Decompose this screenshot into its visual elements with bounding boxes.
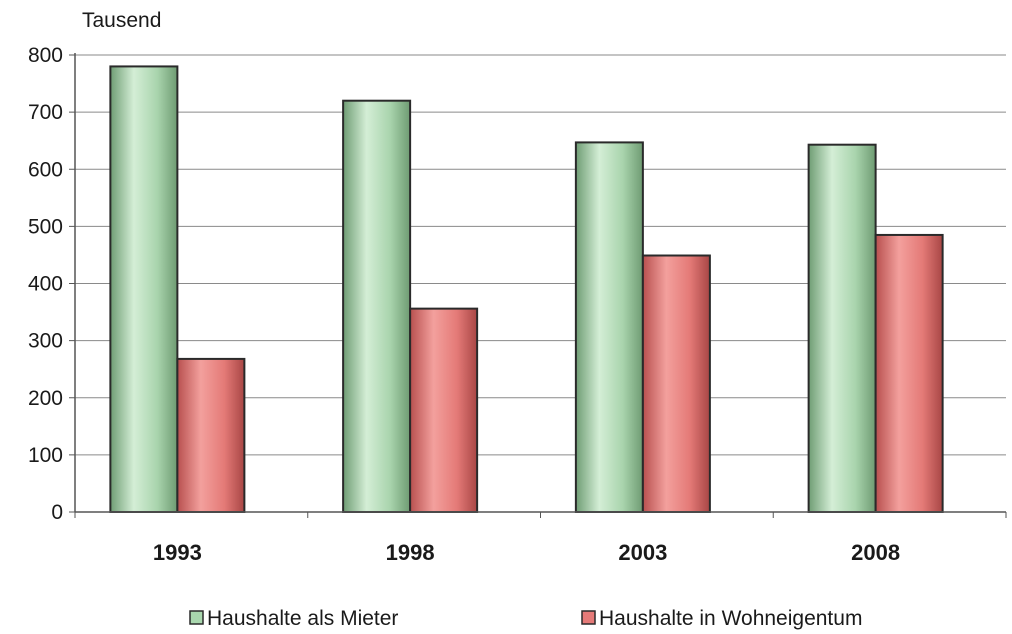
bars xyxy=(109,65,944,514)
y-tick-label: 800 xyxy=(28,44,63,67)
y-tick-label: 500 xyxy=(28,215,63,238)
y-tick-label: 100 xyxy=(28,444,63,467)
bar-mieter-2008 xyxy=(807,143,877,513)
bar-wohneigentum-2003 xyxy=(641,254,711,513)
y-axis-ticks: 0 100 200 300 400 500 600 700 800 xyxy=(28,44,75,524)
x-tick-label: 1993 xyxy=(153,540,202,565)
x-axis-labels: 1993 1998 2003 2008 xyxy=(153,540,900,565)
x-tick-label: 2003 xyxy=(618,540,667,565)
axes xyxy=(74,53,1007,518)
bar-wohneigentum-1998 xyxy=(409,307,479,514)
bar-mieter-2003 xyxy=(574,141,644,513)
bar-wohneigentum-1993 xyxy=(176,357,246,513)
y-unit-label: Tausend xyxy=(82,9,161,32)
bar-mieter-1998 xyxy=(342,99,412,513)
legend: Haushalte als Mieter Haushalte in Wohneig… xyxy=(189,607,862,630)
y-tick-label: 0 xyxy=(51,501,63,524)
bar-wohneigentum-2008 xyxy=(874,233,944,513)
x-tick-label: 2008 xyxy=(851,540,900,565)
y-tick-label: 400 xyxy=(28,273,63,296)
x-tick-label: 1998 xyxy=(386,540,435,565)
y-tick-label: 200 xyxy=(28,387,63,410)
legend-label: Haushalte als Mieter xyxy=(207,607,398,630)
legend-swatch xyxy=(581,610,596,625)
y-tick-label: 700 xyxy=(28,101,63,124)
legend-label: Haushalte in Wohneigentum xyxy=(599,607,862,630)
y-tick-label: 300 xyxy=(28,330,63,353)
legend-swatch xyxy=(189,610,204,625)
bar-mieter-1993 xyxy=(109,65,179,514)
y-tick-label: 600 xyxy=(28,158,63,181)
